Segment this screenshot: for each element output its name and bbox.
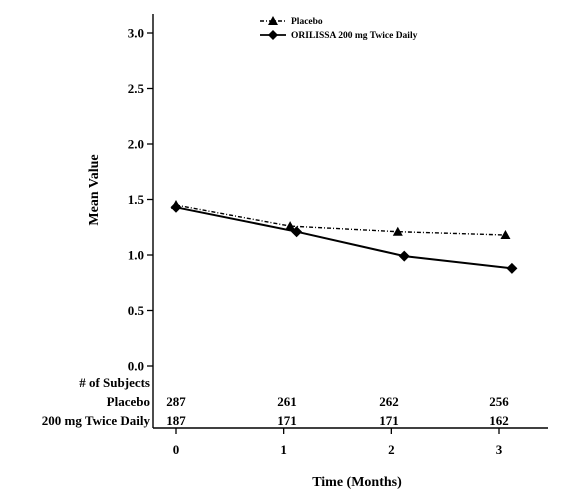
x-axis-ticks: 0 1 2 3	[173, 428, 503, 457]
data-point-placebo	[392, 226, 403, 236]
y-tick-label: 1.5	[128, 192, 145, 207]
subjects-row-label-placebo: Placebo	[107, 394, 150, 409]
y-tick-label: 2.0	[128, 137, 144, 152]
y-tick-label: 0.5	[128, 303, 145, 318]
subjects-header: # of Subjects	[79, 375, 150, 390]
legend-entry-placebo: Placebo	[260, 16, 323, 27]
y-tick-label: 2.5	[128, 81, 145, 96]
legend-orilissa-label: ORILISSA 200 mg Twice Daily	[291, 31, 418, 41]
data-point-placebo	[285, 221, 296, 231]
data-point-placebo	[500, 230, 511, 240]
subjects-placebo-month-2: 262	[379, 394, 399, 409]
data-point-orilissa	[170, 201, 182, 213]
legend: Placebo ORILISSA 200 mg Twice Daily	[260, 16, 418, 41]
subjects-orilissa-month-3: 162	[489, 413, 509, 428]
subjects-orilissa-month-0: 187	[166, 413, 186, 428]
plot-series	[170, 200, 518, 274]
legend-placebo-label: Placebo	[291, 17, 323, 27]
series-line-orilissa	[175, 206, 513, 270]
y-axis-title: Mean Value	[87, 154, 102, 225]
subjects-placebo-month-0: 287	[166, 394, 186, 409]
legend-entry-orilissa: ORILISSA 200 mg Twice Daily	[260, 30, 418, 41]
y-tick-label: 3.0	[128, 26, 144, 41]
x-tick-label: 0	[173, 442, 180, 457]
data-point-orilissa	[398, 250, 410, 262]
subjects-row-label-orilissa: 200 mg Twice Daily	[42, 413, 151, 428]
data-point-orilissa	[291, 226, 303, 238]
subjects-orilissa-month-2: 171	[379, 413, 399, 428]
subjects-placebo-month-3: 256	[489, 394, 509, 409]
legend-triangle-icon	[268, 16, 278, 25]
x-axis-title: Time (Months)	[312, 475, 402, 490]
x-tick-label: 1	[280, 442, 287, 457]
subjects-orilissa-month-1: 171	[277, 413, 297, 428]
series-line-placebo	[175, 204, 506, 236]
y-tick-label: 1.0	[128, 248, 144, 263]
x-tick-label: 2	[388, 442, 395, 457]
x-tick-label: 3	[496, 442, 503, 457]
data-point-orilissa	[506, 262, 518, 274]
y-tick-label: 0.0	[128, 359, 144, 374]
legend-diamond-icon	[268, 30, 278, 40]
subjects-placebo-month-1: 261	[277, 394, 297, 409]
y-axis-ticks: 0.0 0.5 1.0 1.5 2.0 2.5 3.0	[128, 26, 153, 374]
